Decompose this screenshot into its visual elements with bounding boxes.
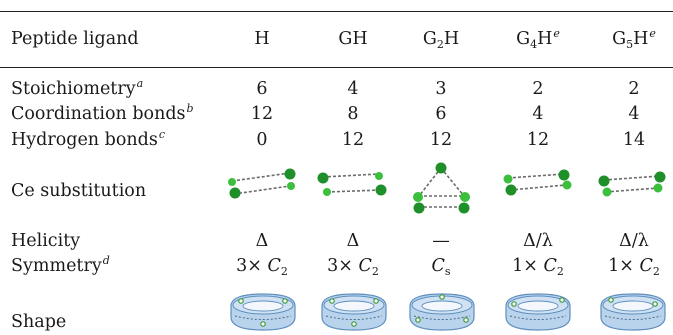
coordination-bonds-value: 4 [532,104,544,124]
row-label-helicity: Helicity [11,231,81,251]
stoichiometry-value: 2 [628,79,640,99]
symmetry-value: 3× C2 [236,256,288,278]
hydrogen-bonds-value: 12 [429,130,453,150]
stoichiometry-value: 3 [435,79,447,99]
helicity-value: Δ [346,231,360,251]
ring-shape [409,293,475,331]
top-rule [0,11,673,12]
row-label-stoichiometry: Stoichiometrya [11,77,144,99]
coordination-bonds-value: 8 [347,104,359,124]
helicity-value: Δ [255,231,269,251]
ce-pair-structure [503,169,572,196]
helicity-value: — [432,231,450,251]
stoichiometry-value: 6 [256,79,268,99]
header-col-g5h: G5He [612,27,656,51]
ring-shape [321,293,387,331]
ring-shape [505,293,571,331]
coordination-bonds-value: 6 [435,104,447,124]
stoichiometry-value: 4 [347,79,359,99]
helicity-value: Δ/λ [523,231,553,251]
header-label: Peptide ligand [11,29,139,49]
header-col-g4h: G4He [516,27,560,51]
symmetry-value: 1× C2 [512,256,564,278]
row-label-ce-substitution: Ce substitution [11,181,147,201]
coordination-bonds-value: 4 [628,104,640,124]
stoichiometry-value: 2 [532,79,544,99]
coordination-bonds-value: 12 [250,104,274,124]
ring-shape [230,293,296,331]
row-label-symmetry: Symmetryd [11,254,110,276]
header-col-h: H [254,29,270,49]
hydrogen-bonds-value: 12 [341,130,365,150]
ring-shape [600,293,666,331]
row-label-coordination-bonds: Coordination bondsb [11,102,194,124]
row-label-shape: Shape [11,312,67,332]
symmetry-value: 3× C2 [327,256,379,278]
header-col-g2h: G2H [422,29,460,51]
helicity-value: Δ/λ [619,231,649,251]
ce-triangle-structure [413,162,470,214]
symmetry-value: 1× C2 [608,256,660,278]
ce-pair-structure [598,171,666,197]
header-rule [0,67,673,68]
row-label-hydrogen-bonds: Hydrogen bondsc [11,128,166,150]
ce-pair-structure [228,168,296,199]
ce-pair-structure [317,172,387,196]
symmetry-value: Cs [431,256,451,278]
hydrogen-bonds-value: 14 [622,130,646,150]
hydrogen-bonds-value: 0 [256,130,268,150]
header-col-gh: GH [338,29,368,49]
hydrogen-bonds-value: 12 [526,130,550,150]
